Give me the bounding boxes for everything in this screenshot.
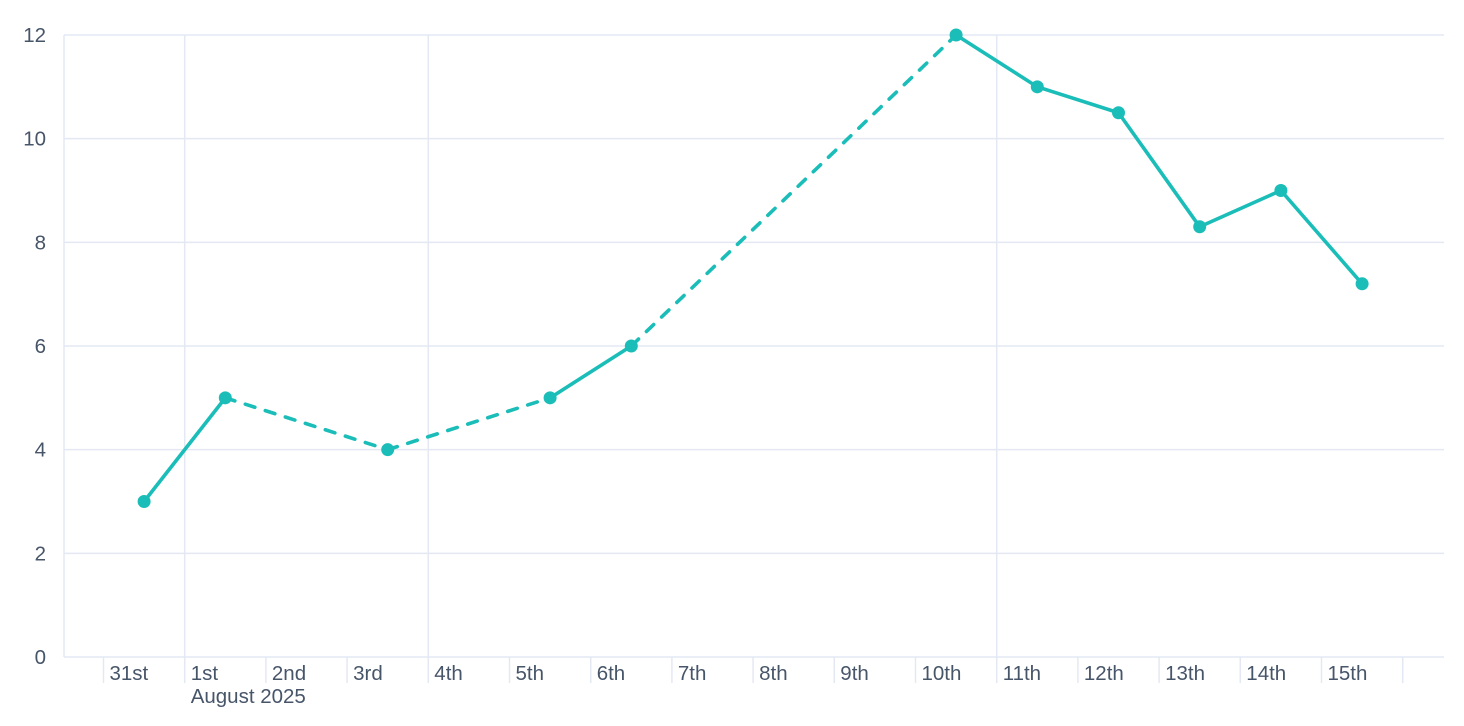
x-axis-label: 31st (110, 662, 149, 685)
y-axis-label: 8 (35, 231, 46, 254)
x-axis-label: 4th (434, 662, 463, 685)
y-axis-label: 2 (35, 542, 46, 565)
line-segment-solid (1279, 188, 1364, 286)
line-segment-dashed (223, 396, 390, 452)
data-point-marker[interactable] (1030, 80, 1044, 94)
data-point-marker[interactable] (218, 391, 232, 405)
x-axis-label: 8th (759, 662, 788, 685)
data-point-marker[interactable] (1355, 277, 1369, 291)
data-point-marker[interactable] (1112, 106, 1125, 120)
line-segment-solid (1035, 85, 1121, 115)
y-axis-label: 4 (35, 439, 46, 462)
x-axis-label: 3rd (353, 662, 383, 685)
y-axis-label: 6 (35, 335, 46, 358)
data-point-marker[interactable] (624, 339, 638, 353)
line-segment-solid (142, 396, 228, 504)
line-segment-solid (954, 33, 1040, 89)
x-axis-label: 1st (191, 662, 219, 685)
data-point-marker[interactable] (949, 28, 963, 42)
line-segment-dashed (629, 33, 958, 348)
y-axis-label: 0 (35, 646, 46, 669)
x-axis-label: 15th (1328, 662, 1368, 685)
data-point-marker[interactable] (137, 495, 151, 508)
x-axis-label: 13th (1165, 662, 1205, 685)
x-axis-label: 2nd (272, 662, 306, 685)
x-axis-label: 14th (1246, 662, 1286, 685)
line-segment-solid (1116, 110, 1202, 229)
x-axis-label: 6th (597, 662, 626, 685)
data-point-marker[interactable] (1193, 220, 1207, 234)
x-axis-month-label: August 2025 (191, 685, 306, 708)
y-axis-label: 10 (23, 128, 46, 151)
x-axis-label: 5th (516, 662, 545, 685)
data-point-marker[interactable] (1274, 184, 1288, 197)
x-axis-label: 12th (1084, 662, 1124, 685)
line-segment-solid (548, 344, 634, 400)
data-point-marker[interactable] (543, 391, 557, 405)
line-segment-dashed (385, 396, 552, 452)
x-axis-label: 10th (922, 662, 962, 685)
line-segment-solid (1197, 188, 1283, 229)
x-axis-label: 11th (1003, 662, 1041, 685)
y-axis-label: 12 (23, 24, 46, 47)
data-point-marker[interactable] (381, 443, 395, 457)
x-axis-label: 7th (678, 662, 707, 685)
x-axis-label: 9th (840, 662, 869, 685)
